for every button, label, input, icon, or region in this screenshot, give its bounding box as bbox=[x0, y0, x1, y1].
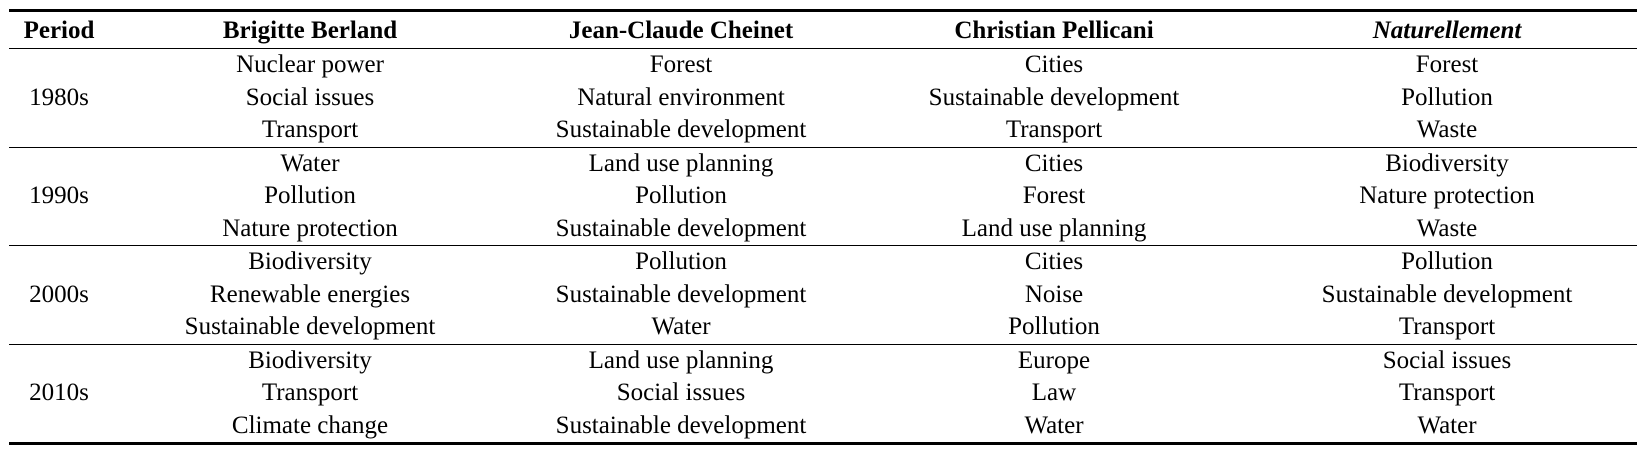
table-cell: Cities bbox=[1024, 248, 1084, 275]
table-cell: Land use planning bbox=[588, 149, 774, 177]
table-cell: Renewable energies bbox=[209, 280, 411, 308]
table-cell: Transport bbox=[1398, 379, 1496, 406]
header-naturellement: Naturellement bbox=[1372, 17, 1522, 44]
table-cell: Sustainable development bbox=[928, 83, 1180, 111]
period-label: 1990s bbox=[29, 182, 89, 209]
table-cell: Law bbox=[1031, 379, 1077, 406]
table-cell: Sustainable development bbox=[184, 313, 436, 340]
table-cell: Transport bbox=[261, 116, 359, 143]
header-jean-claude-cheinet: Jean-Claude Cheinet bbox=[568, 17, 794, 44]
table-cell: Pollution bbox=[264, 182, 356, 209]
table-cell: Water bbox=[1417, 411, 1477, 439]
table-cell: Transport bbox=[1398, 313, 1496, 340]
table-cell: Pollution bbox=[635, 182, 727, 209]
table-cell: Land use planning bbox=[961, 214, 1147, 242]
table-cell: Forest bbox=[649, 51, 713, 78]
table-row: Transport Social issues Law Transport bbox=[9, 377, 1637, 410]
table-cell: Cities bbox=[1024, 149, 1084, 177]
table-cell: Sustainable development bbox=[555, 280, 807, 308]
table-header: Period Brigitte Berland Jean-Claude Chei… bbox=[9, 10, 1637, 49]
period-label: 2010s bbox=[29, 379, 89, 406]
table-cell: Cities bbox=[1024, 51, 1084, 78]
table-cell: Nature protection bbox=[1359, 182, 1535, 209]
table-cell: Transport bbox=[1005, 116, 1103, 143]
table-cell: Waste bbox=[1416, 214, 1478, 242]
table-cell: Social issues bbox=[1382, 346, 1512, 374]
table-cell: Water bbox=[1024, 411, 1084, 439]
table-row: Nature protection Sustainable developmen… bbox=[9, 213, 1637, 246]
period-group-2010s: 2010s Biodiversity Land use planning Eur… bbox=[9, 344, 1637, 444]
table-row: 1990s Water Land use planning Cities Bio… bbox=[9, 147, 1637, 210]
period-label: 2000s bbox=[29, 280, 89, 308]
header-christian-pellicani: Christian Pellicani bbox=[954, 17, 1154, 44]
table-row: Pollution Pollution Forest Nature protec… bbox=[9, 180, 1637, 213]
table-cell: Climate change bbox=[231, 411, 389, 439]
table-cell: Sustainable development bbox=[555, 411, 807, 439]
table-cell: Biodiversity bbox=[248, 248, 372, 275]
table-row: Transport Sustainable development Transp… bbox=[9, 114, 1637, 147]
table-row: Climate change Sustainable development W… bbox=[9, 410, 1637, 444]
period-group-1990s: 1990s Water Land use planning Cities Bio… bbox=[9, 147, 1637, 246]
header-period: Period bbox=[23, 17, 95, 44]
table-cell: Noise bbox=[1024, 280, 1084, 308]
table-cell: Forest bbox=[1022, 182, 1086, 209]
table-row: Social issues Natural environment Sustai… bbox=[9, 82, 1637, 115]
table-cell: Water bbox=[651, 313, 711, 340]
table-cell: Water bbox=[280, 149, 340, 177]
table-cell: Forest bbox=[1415, 51, 1479, 78]
table-cell: Biodiversity bbox=[1385, 149, 1509, 177]
table-cell: Transport bbox=[261, 379, 359, 406]
table-cell: Pollution bbox=[1401, 83, 1493, 111]
table-cell: Social issues bbox=[616, 379, 746, 406]
header-brigitte-berland: Brigitte Berland bbox=[222, 17, 398, 44]
table-cell: Nature protection bbox=[222, 214, 398, 242]
table-cell: Sustainable development bbox=[1321, 280, 1573, 308]
table-cell: Natural environment bbox=[577, 83, 785, 111]
table-cell: Sustainable development bbox=[555, 214, 807, 242]
table-row: 2000s Biodiversity Pollution Cities Poll… bbox=[9, 246, 1637, 308]
table-cell: Biodiversity bbox=[248, 346, 372, 374]
table-cell: Pollution bbox=[1008, 313, 1100, 340]
table-cell: Nuclear power bbox=[236, 51, 384, 78]
table-cell: Waste bbox=[1416, 116, 1478, 143]
period-group-1980s: 1980s Nuclear power Forest Cities Forest… bbox=[9, 48, 1637, 148]
header-row: Period Brigitte Berland Jean-Claude Chei… bbox=[9, 10, 1637, 49]
table-cell: Social issues bbox=[245, 83, 375, 111]
table-cell: Land use planning bbox=[588, 346, 774, 374]
table-row: Sustainable development Water Pollution … bbox=[9, 311, 1637, 344]
table-row: 2010s Biodiversity Land use planning Eur… bbox=[9, 344, 1637, 407]
table-cell: Sustainable development bbox=[555, 116, 807, 143]
table-row: Renewable energies Sustainable developme… bbox=[9, 279, 1637, 312]
table-cell: Pollution bbox=[635, 248, 727, 275]
table-cell: Pollution bbox=[1401, 248, 1493, 275]
table-cell: Europe bbox=[1017, 346, 1091, 374]
period-group-2000s: 2000s Biodiversity Pollution Cities Poll… bbox=[9, 245, 1637, 345]
topics-table: Period Brigitte Berland Jean-Claude Chei… bbox=[9, 9, 1637, 445]
period-label: 1980s bbox=[29, 83, 89, 111]
table-row: 1980s Nuclear power Forest Cities Forest bbox=[9, 49, 1637, 111]
